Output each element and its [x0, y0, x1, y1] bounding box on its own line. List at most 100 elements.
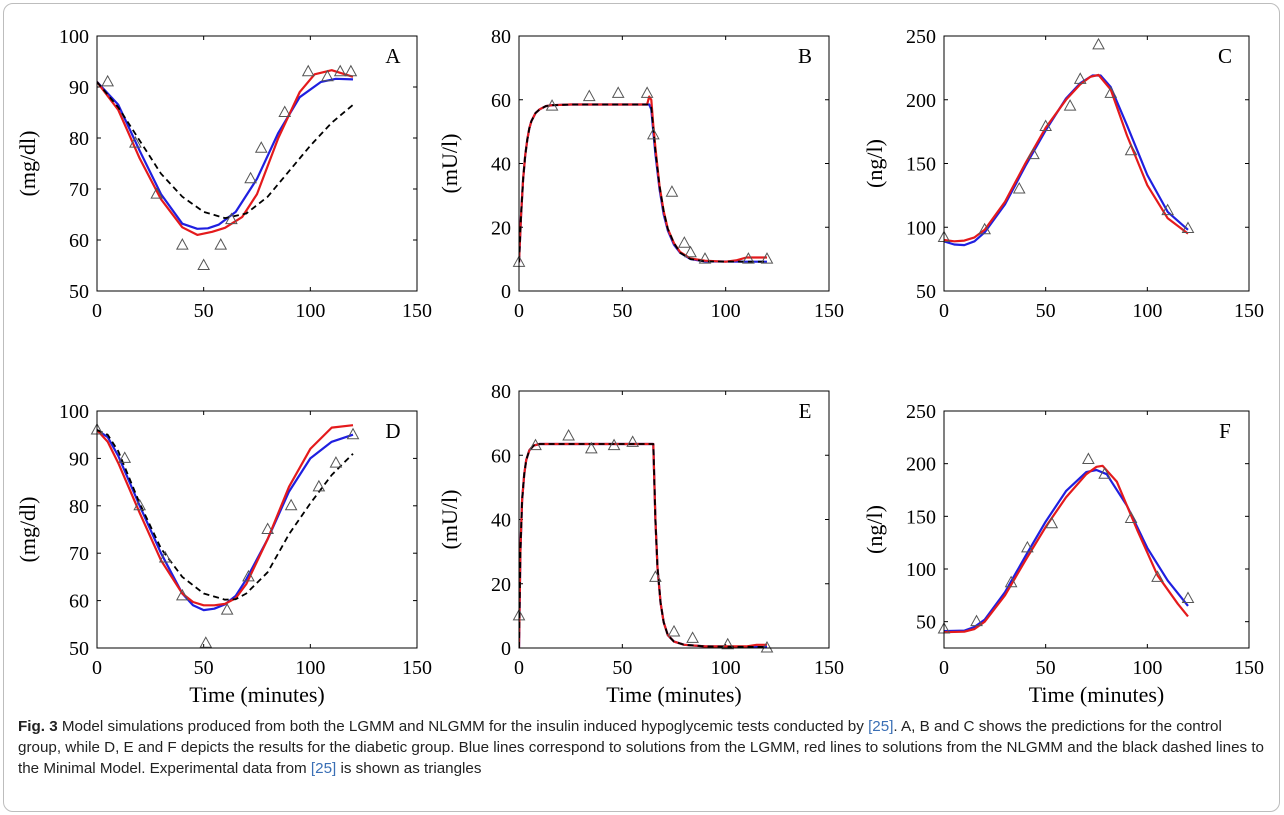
x-tick-label: 0 [92, 300, 102, 322]
data-point-triangle [760, 252, 774, 264]
x-tick-label: 0 [939, 300, 949, 322]
panel-letter: E [799, 399, 812, 423]
y-tick-label: 100 [906, 559, 936, 581]
x-axis-label: Time (minutes) [189, 682, 324, 707]
x-tick-label: 150 [402, 300, 432, 322]
lgmm-line [97, 77, 354, 230]
data-point-triangle [607, 438, 621, 451]
data-point-triangle [640, 86, 654, 98]
x-tick-label: 50 [194, 300, 214, 322]
data-point-triangle [582, 89, 596, 102]
data-point-triangle [1098, 467, 1111, 479]
data-point-triangle [1124, 143, 1138, 156]
y-axis-label: (ng/l) [862, 139, 887, 188]
y-axis-label: (mU/l) [437, 490, 462, 550]
x-tick-label: 100 [295, 300, 325, 322]
data-point-triangle [1181, 591, 1195, 603]
plot-area [97, 69, 354, 236]
data-point-triangle [344, 64, 358, 77]
data-point-triangle [1039, 119, 1053, 132]
plot-area [944, 73, 1189, 247]
minimal-model-line [97, 81, 354, 219]
y-tick-label: 20 [491, 217, 511, 239]
y-tick-label: 100 [906, 217, 936, 239]
nlgmm-line [519, 442, 767, 648]
data-point-triangle [1027, 147, 1040, 160]
axes-box [943, 35, 1250, 292]
y-tick-label: 70 [69, 543, 89, 565]
y-tick-label: 200 [906, 90, 936, 112]
data-point-triangle [760, 640, 774, 653]
x-tick-label: 150 [402, 657, 432, 679]
data-point-triangle [529, 438, 542, 451]
caption-text-2: . A, B and C shows the predictions for t… [18, 718, 1265, 777]
x-tick-label: 150 [814, 300, 844, 322]
x-tick-label: 100 [711, 300, 741, 322]
panel-b: 0 50 100 150 0 20 40 60 80 B (mU/l) [437, 26, 844, 322]
caption-reference-link[interactable]: [25] [310, 760, 337, 777]
y-tick-label: 50 [916, 281, 936, 303]
data-point-triangle [101, 74, 115, 87]
data-point-triangle [545, 99, 559, 111]
y-tick-label: 150 [906, 506, 936, 528]
y-tick-label: 80 [69, 496, 89, 518]
data-point-triangle [667, 624, 681, 637]
y-tick-label: 50 [916, 612, 936, 634]
data-point-triangle [611, 86, 625, 98]
nlgmm-line [944, 73, 1189, 243]
nlgmm-line [519, 95, 767, 263]
data-point-triangle [686, 631, 699, 643]
data-point-triangle [721, 637, 735, 650]
data-point-triangle [970, 614, 983, 627]
y-tick-label: 70 [69, 179, 89, 201]
data-point-triangle [1021, 540, 1034, 553]
data-point-triangle [626, 435, 640, 447]
y-tick-label: 60 [69, 230, 89, 252]
data-point-triangle [1151, 570, 1164, 582]
x-tick-label: 150 [1234, 300, 1264, 322]
plot-area [944, 464, 1189, 634]
caption-reference-link[interactable]: [25] [868, 718, 894, 735]
plot-area [519, 442, 768, 648]
data-point-triangle [220, 603, 234, 615]
data-point-triangle [199, 636, 213, 648]
y-tick-label: 40 [491, 510, 511, 532]
axes-box [96, 35, 418, 292]
data-point-triangle [242, 569, 255, 582]
data-point-triangle [261, 522, 275, 534]
data-point-triangle [321, 69, 334, 82]
x-tick-label: 150 [814, 657, 844, 679]
x-tick-label: 50 [612, 300, 632, 322]
nlgmm-line [97, 424, 354, 607]
data-point-triangle [1073, 72, 1087, 84]
axes-box [943, 410, 1250, 649]
data-point-triangle [329, 456, 343, 468]
data-point-triangle [133, 498, 147, 511]
data-point-triangle [584, 441, 598, 454]
nlgmm-line [97, 69, 354, 236]
y-tick-label: 0 [501, 281, 511, 303]
data-point-triangle [562, 428, 575, 441]
data-point-triangle [214, 238, 228, 250]
plot-area [519, 95, 767, 263]
lgmm-line [97, 429, 354, 612]
y-axis-label: (ng/l) [862, 505, 887, 554]
data-point-triangle [197, 258, 211, 270]
data-point-triangle [665, 185, 679, 197]
panel-letter: B [798, 44, 812, 68]
caption-text-3: is shown as triangles [336, 760, 482, 777]
y-axis-label: (mU/l) [437, 134, 462, 194]
data-point-triangle [150, 187, 164, 199]
plot-area [97, 424, 354, 612]
data-point-triangle [301, 64, 315, 77]
data-point-triangle [346, 427, 360, 440]
y-tick-label: 100 [59, 26, 89, 48]
data-point-triangle [1104, 86, 1118, 98]
y-tick-label: 80 [491, 26, 511, 48]
data-point-triangle [1124, 511, 1138, 523]
data-point-triangle [1092, 37, 1105, 50]
data-point-triangle [175, 238, 189, 250]
